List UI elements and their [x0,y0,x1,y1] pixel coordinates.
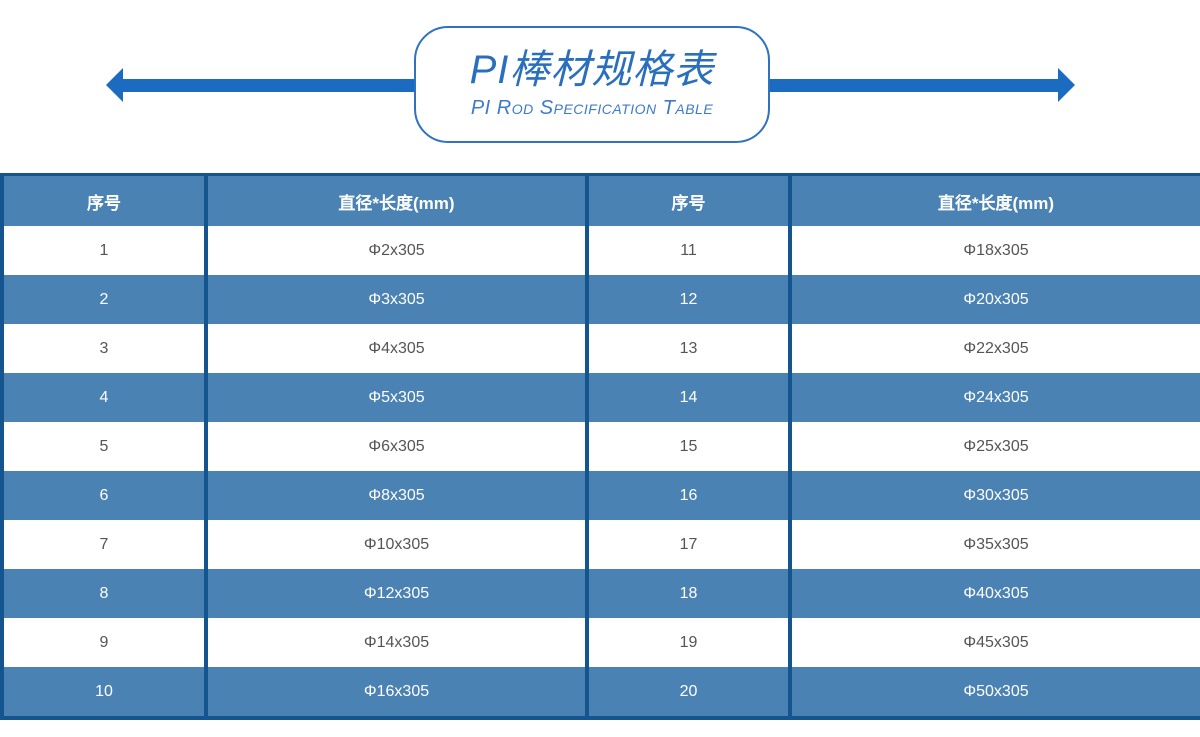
cell-spec-right: Φ30x305 [790,471,1200,520]
cell-no-right: 17 [587,520,792,569]
cell-spec-left: Φ2x305 [206,226,589,275]
title-badge: PI棒材规格表 PI Rod Specification Table [414,26,770,143]
cell-no-left: 2 [2,275,208,324]
table-row: 4 Φ5x305 14 Φ24x305 [2,373,1200,422]
cell-no-left: 3 [2,324,208,373]
left-arrow-icon [106,68,418,102]
cell-no-right: 16 [587,471,792,520]
cell-no-left: 10 [2,667,208,718]
cell-spec-right: Φ22x305 [790,324,1200,373]
cell-spec-right: Φ40x305 [790,569,1200,618]
table-row: 5 Φ6x305 15 Φ25x305 [2,422,1200,471]
cell-spec-left: Φ12x305 [206,569,589,618]
cell-no-right: 20 [587,667,792,718]
right-arrow-icon [766,68,1075,102]
table-header-row: 序号 直径*长度(mm) 序号 直径*长度(mm) [2,174,1200,226]
column-header-no-left: 序号 [2,174,208,226]
cell-spec-right: Φ45x305 [790,618,1200,667]
cell-no-right: 14 [587,373,792,422]
cell-spec-left: Φ8x305 [206,471,589,520]
column-header-spec-right: 直径*长度(mm) [790,174,1200,226]
cell-no-left: 8 [2,569,208,618]
table-head: 序号 直径*长度(mm) 序号 直径*长度(mm) [2,174,1200,226]
table-row: 2 Φ3x305 12 Φ20x305 [2,275,1200,324]
cell-spec-left: Φ10x305 [206,520,589,569]
cell-no-left: 9 [2,618,208,667]
cell-spec-right: Φ18x305 [790,226,1200,275]
cell-spec-right: Φ24x305 [790,373,1200,422]
spec-table: 序号 直径*长度(mm) 序号 直径*长度(mm) 1 Φ2x305 11 Φ18x3… [0,173,1200,720]
cell-spec-right: Φ25x305 [790,422,1200,471]
table-row: 6 Φ8x305 16 Φ30x305 [2,471,1200,520]
table-row: 9 Φ14x305 19 Φ45x305 [2,618,1200,667]
table-row: 1 Φ2x305 11 Φ18x305 [2,226,1200,275]
table-row: 7 Φ10x305 17 Φ35x305 [2,520,1200,569]
cell-no-left: 4 [2,373,208,422]
cell-spec-left: Φ3x305 [206,275,589,324]
cell-no-left: 6 [2,471,208,520]
page-title: PI棒材规格表 [469,48,715,92]
cell-spec-right: Φ20x305 [790,275,1200,324]
column-header-spec-left: 直径*长度(mm) [206,174,589,226]
cell-spec-left: Φ5x305 [206,373,589,422]
cell-no-right: 15 [587,422,792,471]
cell-no-left: 1 [2,226,208,275]
cell-spec-left: Φ16x305 [206,667,589,718]
page-subtitle: PI Rod Specification Table [470,97,714,119]
cell-no-right: 11 [587,226,792,275]
spec-table-wrapper: 序号 直径*长度(mm) 序号 直径*长度(mm) 1 Φ2x305 11 Φ18x3… [0,173,1200,720]
cell-spec-right: Φ50x305 [790,667,1200,718]
cell-no-right: 18 [587,569,792,618]
table-row: 8 Φ12x305 18 Φ40x305 [2,569,1200,618]
header-banner: PI棒材规格表 PI Rod Specification Table [0,0,1200,165]
cell-spec-left: Φ14x305 [206,618,589,667]
table-row: 10 Φ16x305 20 Φ50x305 [2,667,1200,718]
cell-spec-left: Φ6x305 [206,422,589,471]
cell-spec-left: Φ4x305 [206,324,589,373]
cell-spec-right: Φ35x305 [790,520,1200,569]
cell-no-left: 5 [2,422,208,471]
column-header-no-right: 序号 [587,174,792,226]
table-body: 1 Φ2x305 11 Φ18x305 2 Φ3x305 12 Φ20x305 3 Φ4x305 1… [2,226,1200,718]
cell-no-right: 19 [587,618,792,667]
cell-no-right: 13 [587,324,792,373]
cell-no-left: 7 [2,520,208,569]
table-row: 3 Φ4x305 13 Φ22x305 [2,324,1200,373]
cell-no-right: 12 [587,275,792,324]
